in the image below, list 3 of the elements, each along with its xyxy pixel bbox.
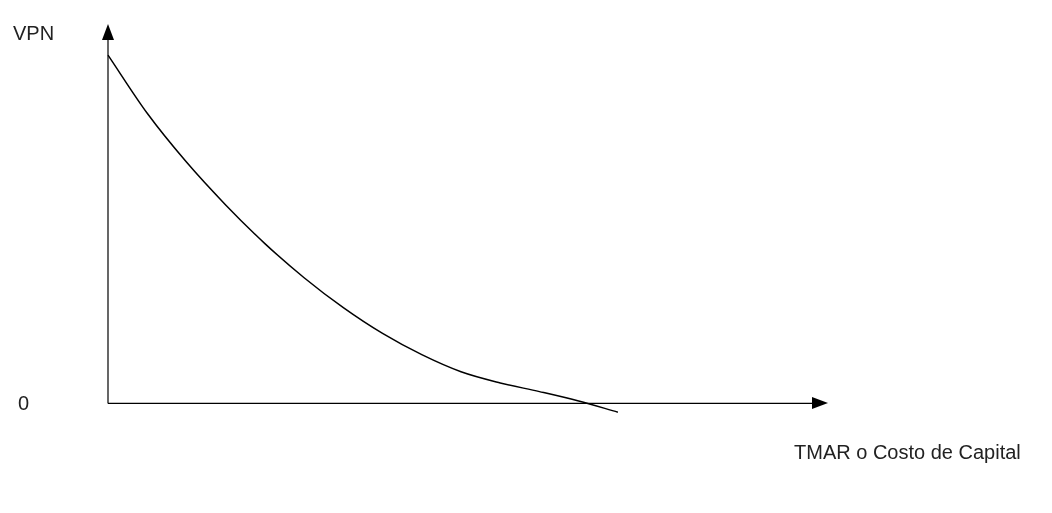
- y-axis-title: VPN: [13, 22, 55, 45]
- x-axis-title: TMAR o Costo de Capital: [794, 441, 1021, 465]
- text: 0: [18, 392, 30, 416]
